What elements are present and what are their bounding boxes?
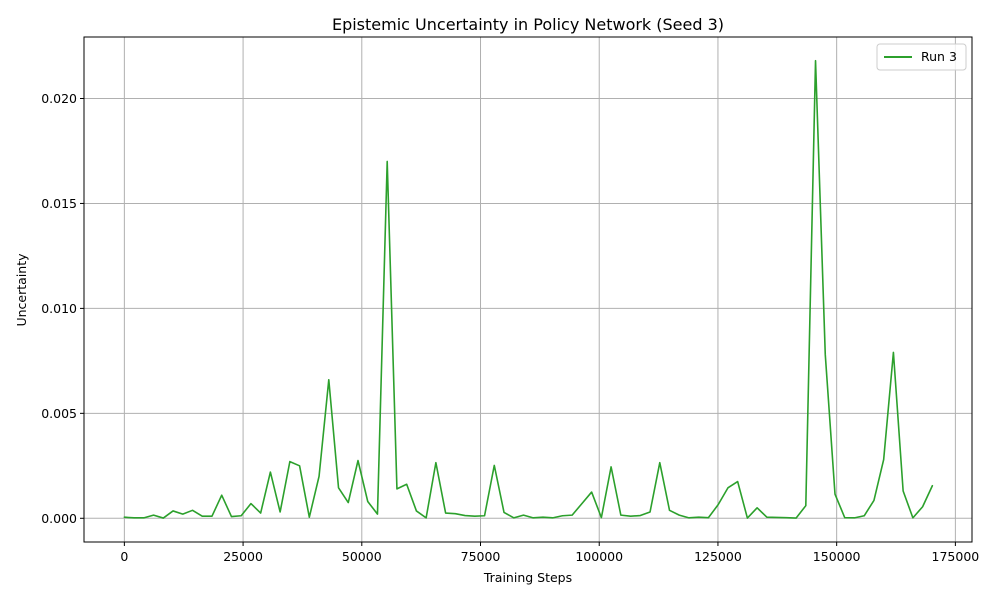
legend-box <box>876 43 967 71</box>
series-layer <box>123 59 934 519</box>
y-axis-label: Uncertainty <box>14 253 29 327</box>
series-line-run-3 <box>123 59 934 519</box>
y-tick-label: 0.020 <box>41 91 77 106</box>
chart-title: Epistemic Uncertainty in Policy Network … <box>332 15 724 34</box>
grid-layer <box>84 37 972 542</box>
y-axis-ticks: 0.000 0.005 0.010 0.015 0.020 <box>41 91 84 526</box>
x-tick-label: 0 <box>120 549 128 564</box>
x-tick-label: 100000 <box>575 549 623 564</box>
x-tick-label: 50000 <box>342 549 382 564</box>
legend-label: Run 3 <box>921 49 957 64</box>
x-tick-label: 150000 <box>813 549 861 564</box>
y-tick-label: 0.015 <box>41 196 77 211</box>
x-tick-label: 75000 <box>461 549 501 564</box>
plot-frame <box>83 36 973 543</box>
y-tick-label: 0.005 <box>41 406 77 421</box>
x-tick-label: 25000 <box>223 549 263 564</box>
x-tick-label: 175000 <box>932 549 980 564</box>
x-axis-ticks: 0 25000 50000 75000 100000 125000 150000 175000 <box>120 542 979 564</box>
x-tick-label: 125000 <box>694 549 742 564</box>
legend: Run 3 <box>876 43 967 71</box>
x-axis-label: Training Steps <box>483 570 572 585</box>
y-tick-label: 0.000 <box>41 511 77 526</box>
y-tick-label: 0.010 <box>41 301 77 316</box>
